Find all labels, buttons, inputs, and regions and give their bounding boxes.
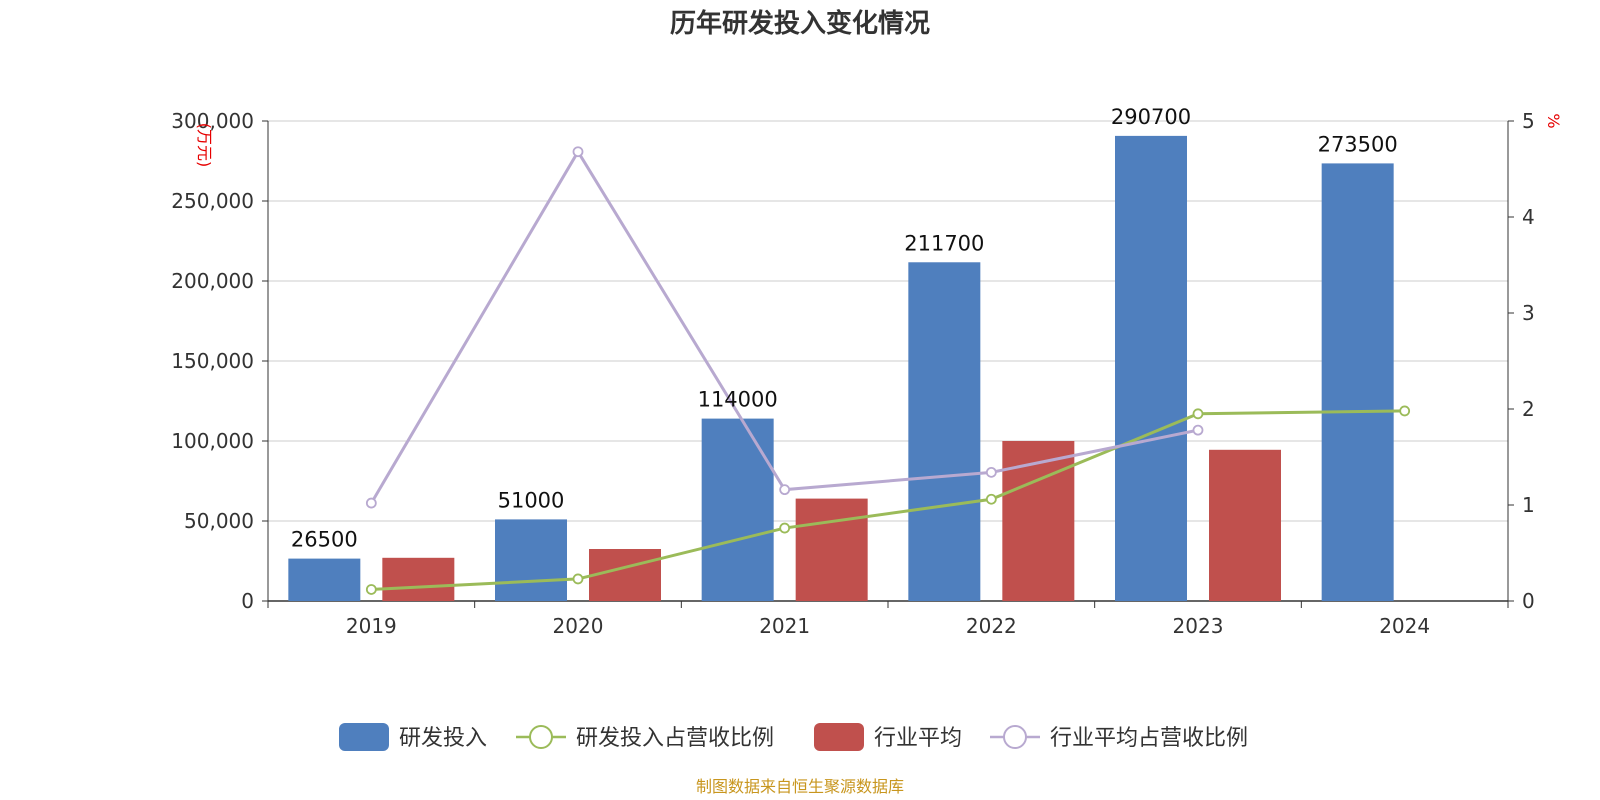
right-axis-unit: %: [1544, 113, 1563, 128]
legend-swatch-bar: [814, 723, 864, 751]
line-point: [572, 573, 584, 585]
y-left-tick-label: 50,000: [184, 509, 254, 533]
line-point: [985, 493, 997, 505]
legend-label: 研发投入: [399, 726, 487, 751]
bar-industry-average: [1209, 449, 1281, 601]
x-tick-label: 2022: [966, 614, 1017, 638]
lines: [365, 146, 1411, 595]
bar-value-label: 273500: [1318, 132, 1398, 156]
legend-label: 研发投入占营收比例: [576, 726, 774, 751]
axes: 0 50,000 100,000 150,000 200,000 250,000 300,0…: [171, 109, 1534, 638]
y-right-tick-label: 3: [1522, 301, 1535, 325]
data-labels: 26500 51000 114000 211700 290700 273500: [291, 105, 1398, 552]
source-note: 制图数据来自恒生聚源数据库: [696, 777, 904, 796]
bar-rd-investment: [288, 558, 361, 601]
line-point: [572, 146, 584, 158]
bar-value-label: 211700: [904, 231, 984, 255]
line-point: [365, 497, 377, 509]
bar-value-label: 51000: [498, 488, 565, 512]
y-left-tick-label: 250,000: [171, 189, 254, 213]
bar-rd-investment: [1115, 135, 1187, 601]
legend-swatch-bar: [339, 723, 389, 751]
y-right-tick-label: 5: [1522, 109, 1535, 133]
legend-label: 行业平均占营收比例: [1050, 726, 1248, 751]
x-tick-label: 2019: [346, 614, 397, 638]
y-right-tick-label: 4: [1522, 205, 1535, 229]
y-left-tick-label: 200,000: [171, 269, 254, 293]
line-point: [1399, 405, 1411, 417]
line-point: [985, 466, 997, 478]
line-series-1: [371, 409, 1405, 591]
x-tick-label: 2023: [1173, 614, 1224, 638]
bar-industry-average: [1002, 441, 1075, 601]
chart-title: 历年研发投入变化情况: [670, 8, 930, 39]
line-point: [779, 522, 791, 534]
legend-swatch-marker: [1003, 725, 1027, 749]
bar-value-label: 290700: [1111, 105, 1191, 129]
bar-rd-investment: [908, 262, 981, 601]
y-left-tick-label: 150,000: [171, 349, 254, 373]
bar-industry-average: [589, 549, 661, 601]
bar-rd-investment: [701, 418, 774, 601]
y-right-tick-label: 2: [1522, 397, 1535, 421]
line-point: [779, 484, 791, 496]
left-axis-unit: (万元): [195, 123, 214, 168]
bar-value-label: 26500: [291, 528, 358, 552]
y-left-tick-label: 300,000: [171, 109, 254, 133]
y-right-tick-label: 1: [1522, 493, 1535, 517]
bar-industry-average: [382, 557, 455, 601]
y-left-tick-label: 100,000: [171, 429, 254, 453]
y-left-tick-label: 0: [241, 589, 254, 613]
line-point: [365, 584, 377, 595]
grid: [268, 120, 1508, 602]
legend-swatch-marker: [529, 725, 553, 749]
y-right-tick-label: 0: [1522, 589, 1535, 613]
x-tick-label: 2020: [553, 614, 604, 638]
bar-value-label: 114000: [698, 388, 778, 412]
line-point: [1192, 408, 1204, 420]
x-tick-label: 2024: [1379, 614, 1430, 638]
legend-label: 行业平均: [874, 726, 962, 751]
bar-rd-investment: [1321, 163, 1394, 601]
bar-rd-investment: [495, 519, 567, 601]
line-point: [1192, 424, 1204, 436]
bar-industry-average: [795, 498, 868, 601]
x-tick-label: 2021: [759, 614, 810, 638]
legend: 研发投入 研发投入占营收比例 行业平均 行业平均占营收比例: [339, 723, 1248, 751]
bars: [288, 135, 1394, 601]
